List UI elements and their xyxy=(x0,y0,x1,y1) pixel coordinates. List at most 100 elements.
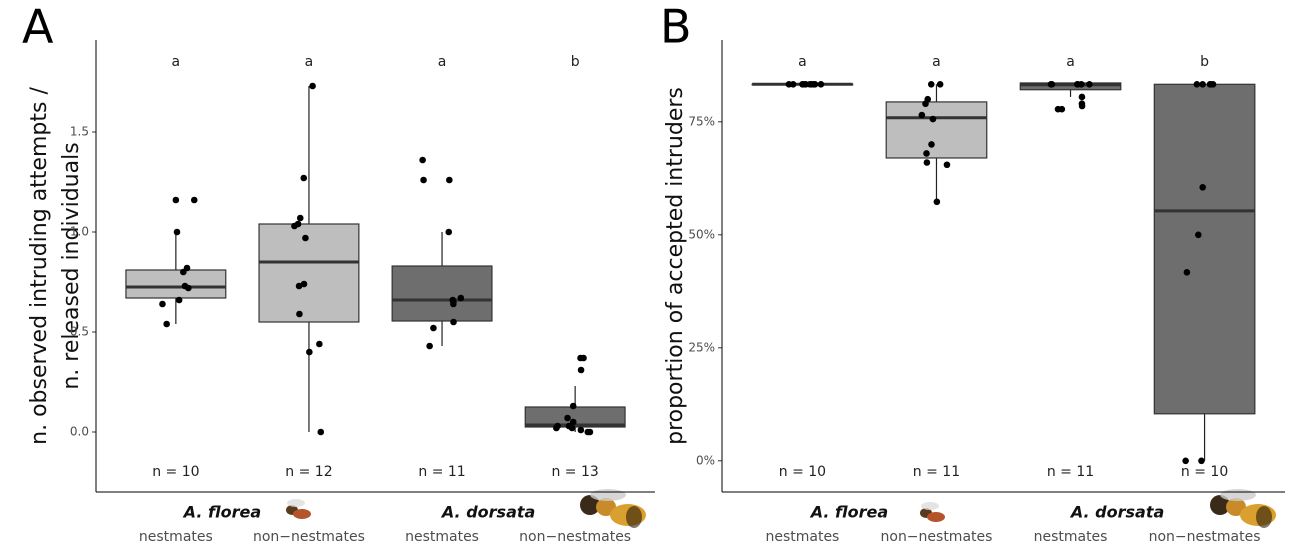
box xyxy=(1153,83,1256,415)
letter-label: a xyxy=(932,54,941,70)
data-point xyxy=(564,414,571,422)
data-point xyxy=(789,80,797,88)
bee-large xyxy=(580,489,646,528)
data-point xyxy=(933,198,941,206)
data-point xyxy=(173,228,181,236)
data-point xyxy=(306,348,313,356)
data-point xyxy=(457,294,465,302)
data-point xyxy=(172,196,180,204)
data-point xyxy=(922,100,929,108)
n-label: n = 12 xyxy=(285,464,332,480)
box xyxy=(258,223,360,323)
data-point xyxy=(1086,80,1093,88)
data-point xyxy=(577,366,585,374)
data-point xyxy=(430,324,437,332)
x-tick-label: nestmates xyxy=(405,529,479,545)
box xyxy=(885,101,988,159)
data-point xyxy=(1199,80,1206,88)
data-point xyxy=(802,80,810,88)
data-point xyxy=(1054,105,1062,113)
data-point xyxy=(419,156,426,164)
n-label: n = 11 xyxy=(1047,464,1094,480)
box xyxy=(391,265,493,322)
data-point xyxy=(584,428,592,436)
data-point xyxy=(1198,457,1205,465)
panel-label: B xyxy=(660,0,692,54)
data-point xyxy=(445,228,453,236)
y-tick-label: 0% xyxy=(696,453,715,467)
data-point xyxy=(180,268,187,276)
n-label: n = 13 xyxy=(551,464,598,480)
data-point xyxy=(928,141,935,148)
group-label: A. dorsata xyxy=(1069,503,1164,522)
data-point xyxy=(1193,80,1201,88)
n-label: n = 10 xyxy=(152,464,199,480)
group-label: A. florea xyxy=(182,503,261,522)
data-point xyxy=(300,280,308,288)
x-tick-label: non−nestmates xyxy=(1149,529,1261,545)
group-label: A. dorsata xyxy=(440,503,535,522)
y-tick-label: 1.5 xyxy=(70,125,89,139)
bee-large xyxy=(1210,489,1276,528)
n-label: n = 10 xyxy=(779,464,826,480)
data-point xyxy=(291,222,298,230)
data-point xyxy=(1078,80,1085,88)
letter-label: b xyxy=(571,54,580,70)
letter-label: a xyxy=(798,54,807,70)
data-point xyxy=(929,115,937,123)
bee-small xyxy=(920,502,945,522)
letter-label: a xyxy=(172,54,181,70)
x-tick-label: nestmates xyxy=(139,529,213,545)
data-point xyxy=(1207,80,1214,88)
box xyxy=(1019,82,1122,91)
data-point xyxy=(1182,457,1189,465)
group-label: A. florea xyxy=(809,503,888,522)
data-point xyxy=(159,300,166,308)
data-point xyxy=(927,80,935,88)
data-point xyxy=(943,161,951,169)
data-point xyxy=(450,300,457,308)
data-point xyxy=(316,340,323,348)
data-point xyxy=(446,176,453,184)
y-tick-label: 50% xyxy=(688,227,715,241)
x-tick-label: non−nestmates xyxy=(881,529,993,545)
data-point xyxy=(175,296,183,304)
n-label: n = 11 xyxy=(418,464,465,480)
data-point xyxy=(426,342,433,350)
data-point xyxy=(923,150,930,157)
y-tick-label: 1.0 xyxy=(70,225,89,239)
data-point xyxy=(580,354,587,362)
panel-label: A xyxy=(22,0,54,54)
y-tick-label: 25% xyxy=(688,340,715,354)
x-tick-label: non−nestmates xyxy=(519,529,631,545)
data-point xyxy=(163,320,170,328)
data-point xyxy=(923,159,931,166)
data-point xyxy=(296,214,304,222)
data-point xyxy=(295,282,303,290)
data-point xyxy=(918,111,926,119)
data-point xyxy=(568,424,576,432)
y-axis-label: n. observed intruding attempts / xyxy=(27,87,52,445)
box xyxy=(125,269,227,299)
data-point xyxy=(936,80,944,88)
x-tick-label: non−nestmates xyxy=(253,529,365,545)
bee-small xyxy=(286,499,311,519)
y-axis-label: proportion of accepted intruders xyxy=(663,87,688,445)
data-point xyxy=(185,284,192,292)
n-label: n = 10 xyxy=(1181,464,1228,480)
data-point xyxy=(553,424,560,432)
data-point xyxy=(1183,269,1191,276)
data-point xyxy=(1048,80,1056,88)
data-point xyxy=(569,402,577,410)
data-point xyxy=(317,428,325,436)
y-axis-label: n. released individuals xyxy=(59,142,84,389)
data-point xyxy=(1194,231,1202,239)
data-point xyxy=(190,196,198,204)
letter-label: a xyxy=(1066,54,1075,70)
letter-label: a xyxy=(305,54,314,70)
data-point xyxy=(309,82,316,90)
x-tick-label: nestmates xyxy=(765,529,839,545)
data-point xyxy=(1078,93,1086,101)
n-label: n = 11 xyxy=(913,464,960,480)
